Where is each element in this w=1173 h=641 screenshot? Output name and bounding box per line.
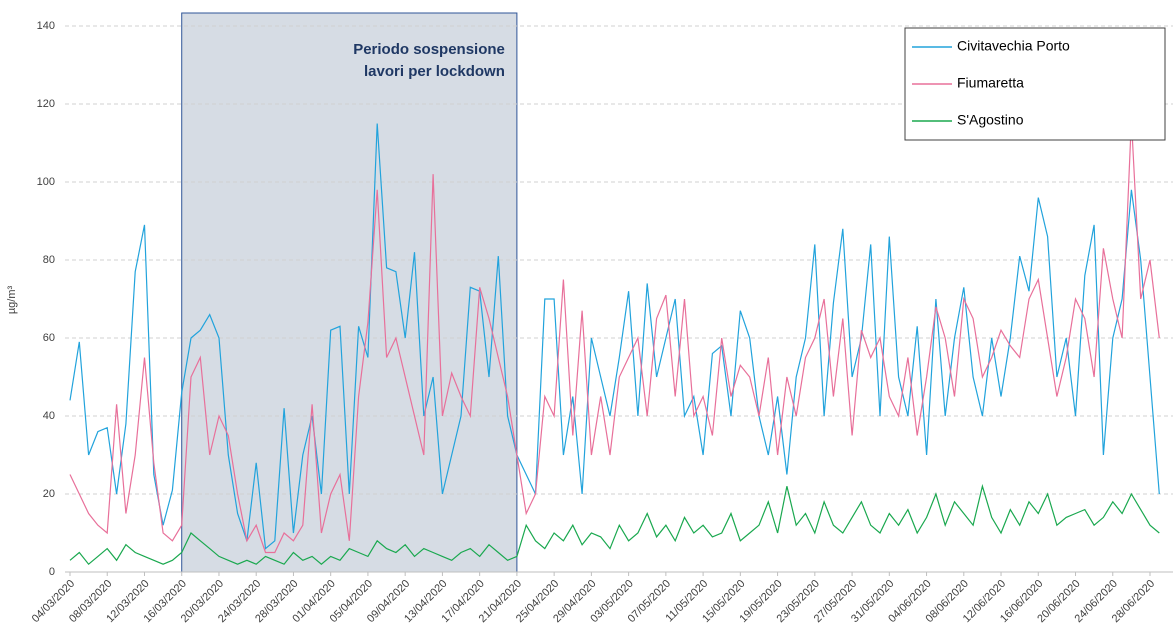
y-tick-label: 100 [37,176,55,188]
legend-label: Civitavechia Porto [957,38,1070,54]
legend-label: S'Agostino [957,112,1024,128]
y-tick-label: 60 [43,332,55,344]
series-line [69,119,1160,554]
annotation: Periodo sospensione [353,41,505,58]
annotation: lavori per lockdown [364,63,505,80]
y-tick-label: 20 [43,488,55,500]
y-tick-label: 120 [37,98,55,110]
y-tick-label: 80 [43,254,55,266]
y-axis-label: µg/m³ [6,285,18,314]
series-line [69,123,1160,550]
shaded-region [181,12,518,573]
y-tick-label: 0 [49,566,55,578]
legend-label: Fiumaretta [957,75,1024,91]
y-tick-label: 40 [43,410,55,422]
series-line [69,483,1160,566]
y-tick-label: 140 [37,20,55,32]
